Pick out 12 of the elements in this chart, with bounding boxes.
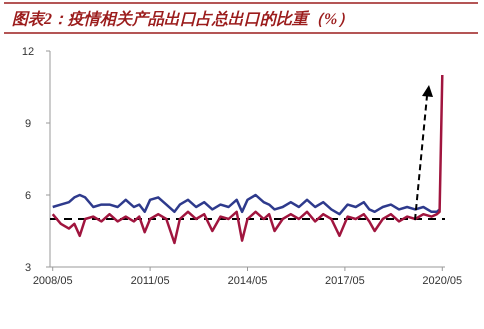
y-tick-label: 3 (24, 262, 32, 274)
x-tick-label: 2014/05 (228, 275, 268, 287)
y-tick-label: 6 (24, 190, 32, 202)
x-tick-label: 2017/05 (325, 275, 365, 287)
x-tick-label: 2008/05 (32, 275, 73, 287)
chart-title: 图表2：疫情相关产品出口占总出口的比重（%） (12, 10, 354, 28)
line-series (51, 74, 444, 244)
y-tick-label: 12 (22, 46, 34, 58)
line-series (51, 194, 441, 216)
y-tick-label: 9 (24, 118, 32, 130)
x-tick-label: 2011/05 (130, 275, 170, 287)
x-tick-label: 2020/05 (422, 275, 462, 287)
